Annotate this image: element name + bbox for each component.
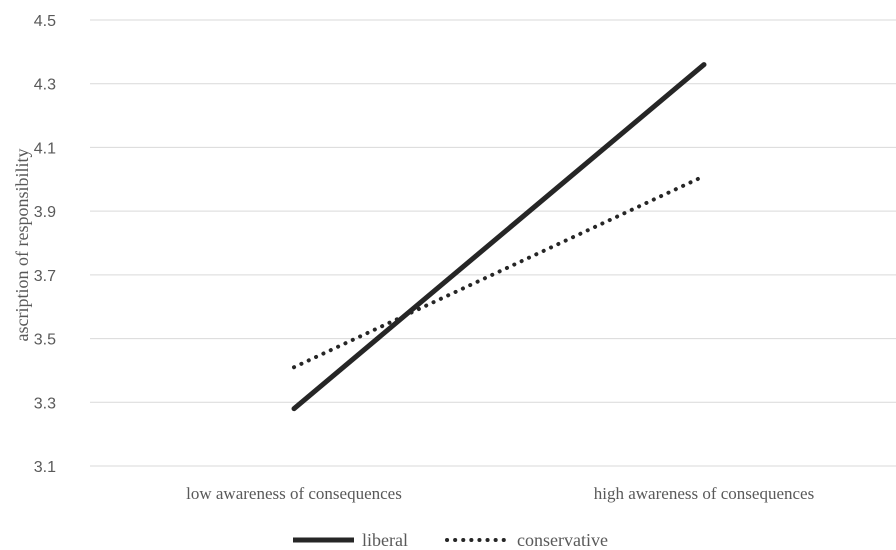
legend-label-liberal: liberal: [362, 530, 408, 550]
series-line-liberal: [291, 62, 707, 412]
x-tick-label: low awareness of consequences: [186, 484, 402, 503]
x-tick-labels: low awareness of consequences high awaren…: [186, 484, 814, 503]
gridlines: [90, 19, 896, 467]
y-tick-label: 4.3: [34, 77, 56, 94]
x-tick-label: high awareness of consequences: [594, 484, 814, 503]
y-tick-label: 3.7: [34, 268, 56, 285]
y-tick-labels: 3.1 3.3 3.5 3.7 3.9 4.1 4.3 4.5: [34, 13, 56, 476]
legend-label-conservative: conservative: [517, 530, 608, 550]
y-tick-label: 3.3: [34, 395, 56, 412]
legend: liberal conservative: [293, 530, 608, 550]
y-axis-label: ascription of responsibility: [12, 149, 32, 342]
y-tick-label: 3.9: [34, 204, 56, 221]
series-line-conservative: [292, 174, 706, 370]
y-tick-label: 3.5: [34, 332, 56, 349]
series-lines: [291, 62, 707, 412]
y-tick-label: 4.5: [34, 13, 56, 30]
y-tick-label: 4.1: [34, 140, 56, 157]
y-tick-label: 3.1: [34, 459, 56, 476]
